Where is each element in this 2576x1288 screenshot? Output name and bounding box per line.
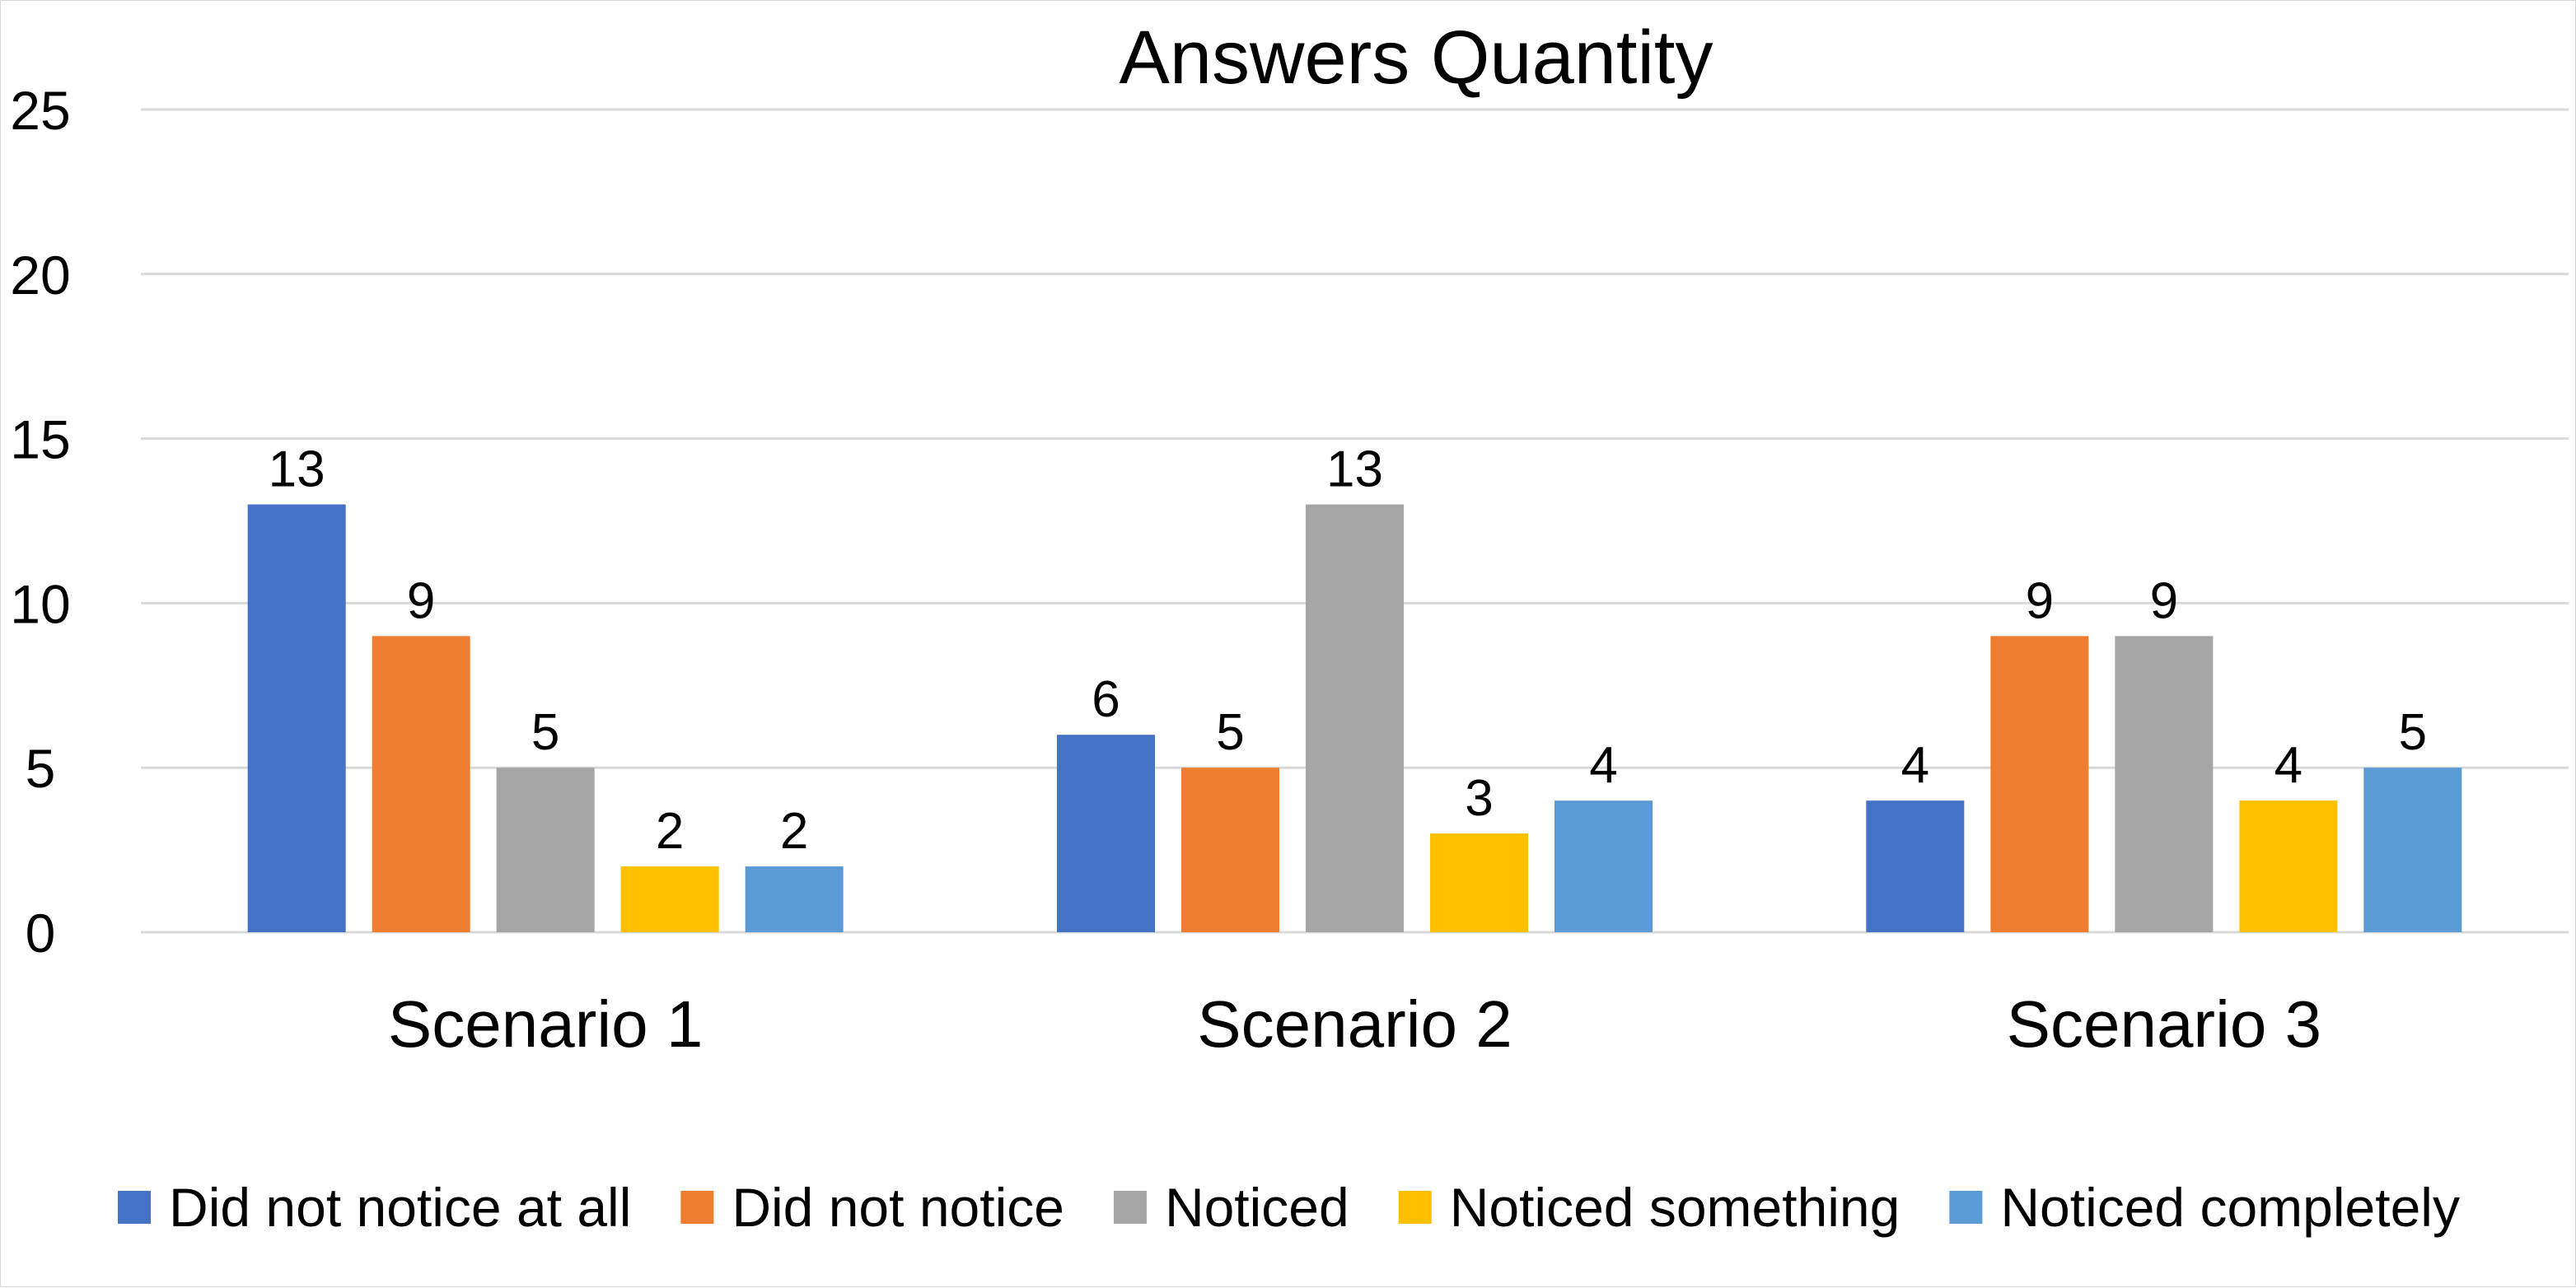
data-label: 2 <box>656 803 684 860</box>
y-tick-label: 15 <box>10 409 70 470</box>
legend-label: Noticed <box>1165 1177 1349 1238</box>
y-tick-label: 20 <box>10 245 70 306</box>
data-label: 3 <box>1465 770 1493 827</box>
legend-item: Noticed completely <box>1949 1177 2460 1238</box>
bar <box>1554 800 1653 932</box>
legend-label: Did not notice <box>732 1177 1064 1238</box>
bar <box>2363 768 2462 932</box>
bar <box>1181 768 1279 932</box>
y-tick-label: 25 <box>10 80 70 141</box>
bar <box>620 866 719 932</box>
legend-swatch <box>1949 1191 1983 1224</box>
bar <box>1866 800 1965 932</box>
x-axis-categories: Scenario 1 Scenario 2 Scenario 3 <box>388 987 2321 1061</box>
bar <box>2115 636 2214 932</box>
data-label: 2 <box>780 803 808 860</box>
bar <box>247 504 346 932</box>
data-label: 5 <box>531 704 559 761</box>
legend-swatch <box>1113 1191 1147 1224</box>
x-category-label: Scenario 2 <box>1197 987 1512 1061</box>
bar <box>1306 504 1404 932</box>
bar <box>496 768 595 932</box>
y-tick-label: 5 <box>26 738 56 799</box>
data-label: 4 <box>1901 737 1929 794</box>
data-label: 9 <box>2026 572 2054 629</box>
legend-item: Did not notice <box>680 1177 1064 1238</box>
bar <box>372 636 470 932</box>
legend-label: Noticed completely <box>2000 1177 2460 1238</box>
data-labels: 13 9 5 2 2 6 5 13 3 4 4 9 9 4 5 <box>269 441 2427 861</box>
bar <box>2239 800 2338 932</box>
bars <box>247 504 2462 932</box>
data-label: 9 <box>2150 572 2178 629</box>
x-category-label: Scenario 1 <box>388 987 703 1061</box>
data-label: 9 <box>407 572 435 629</box>
bar <box>1057 735 1155 932</box>
data-label: 5 <box>2399 704 2427 761</box>
bar <box>1990 636 2089 932</box>
legend-item: Did not notice at all <box>118 1177 631 1238</box>
x-category-label: Scenario 3 <box>2007 987 2321 1061</box>
data-label: 5 <box>1216 704 1244 761</box>
legend-label: Did not notice at all <box>169 1177 631 1238</box>
data-label: 13 <box>1326 441 1383 498</box>
legend: Did not notice at all Did not notice Notic… <box>118 1177 2460 1238</box>
y-tick-label: 0 <box>26 903 56 964</box>
legend-item: Noticed something <box>1398 1177 1900 1238</box>
data-label: 4 <box>1589 737 1617 794</box>
y-tick-label: 10 <box>10 573 70 634</box>
data-label: 4 <box>2274 737 2303 794</box>
legend-swatch <box>118 1191 152 1224</box>
legend-swatch <box>680 1191 714 1224</box>
legend-swatch <box>1398 1191 1432 1224</box>
chart-title: Answers Quantity <box>1120 16 1713 100</box>
y-axis-ticks: 0 5 10 15 20 25 <box>10 80 70 964</box>
data-label: 13 <box>269 441 325 498</box>
bar <box>745 866 844 932</box>
data-label: 6 <box>1092 671 1120 728</box>
legend-item: Noticed <box>1113 1177 1349 1238</box>
bar <box>1430 833 1528 932</box>
legend-label: Noticed something <box>1450 1177 1900 1238</box>
